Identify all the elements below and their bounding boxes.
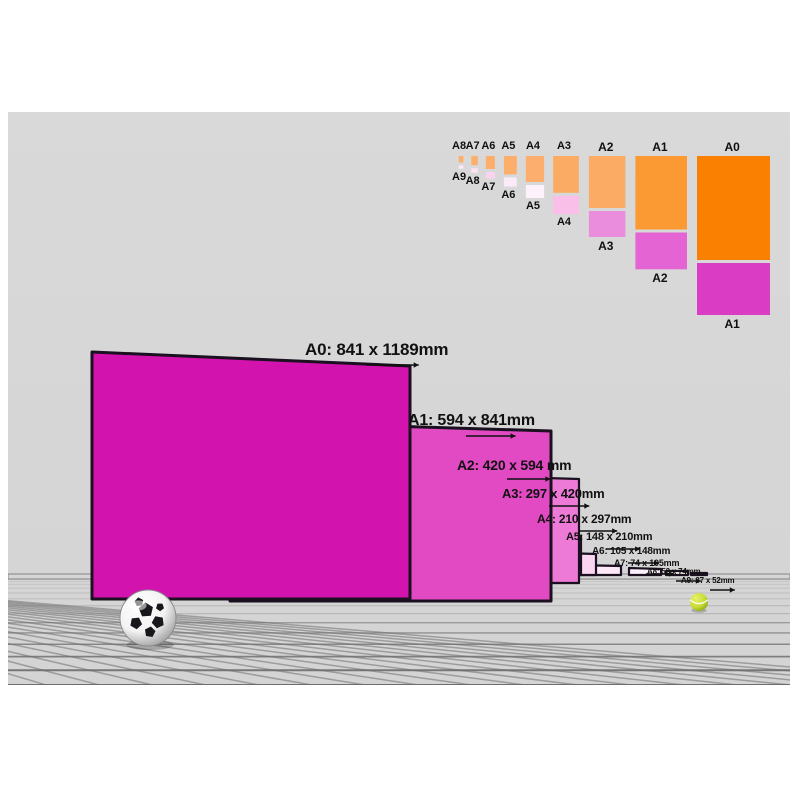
sheet-dimension-label-a3: A3: 297 x 420mm [502,486,605,501]
dimension-arrow-a0 [366,362,419,368]
mini-landscape-a5 [525,185,545,198]
floor-line-vanishing [8,603,790,681]
mini-landscape-a2 [635,232,687,270]
sheet-dimension-label-a4: A4: 210 x 297mm [537,512,632,526]
soccer-ball-patch [145,626,156,637]
sheet-dimension-label-a8: A8: 52 x 74mm [647,567,701,576]
floor-line-vanishing [8,613,584,685]
mini-bottom-label-a8: A8 [465,174,480,187]
mini-top-label-a7: A7 [465,140,480,152]
dimension-arrow-a2 [507,475,551,482]
tennis-ball [690,593,708,611]
mini-portrait-a5 [503,156,517,175]
mini-portrait-a3 [553,156,579,193]
dimension-arrow-a5 [605,546,640,552]
soccer-ball-patch [156,603,164,612]
sheet-dimension-label-a2: A2: 420 x 594 mm [457,457,572,473]
dimension-arrow-a3 [548,503,590,510]
mini-landscape-a7 [485,172,495,179]
mini-top-label-a3: A3 [556,140,572,152]
mini-landscape-a9 [458,165,464,169]
mini-portrait-a8 [458,156,464,163]
sheet-dimension-label-a7: A7: 74 x 105mm [614,558,680,568]
mini-landscape-a4 [553,195,579,215]
floor-line-vanishing [8,602,790,676]
floor-line-vanishing [8,642,210,685]
mini-bottom-label-a2: A2 [652,271,668,286]
sheet-dimension-label-a9: A9: 37 x 52mm [681,576,735,585]
mini-top-label-a4: A4 [525,140,540,152]
mini-portrait-a4 [525,156,545,182]
mini-bottom-label-a4: A4 [556,216,572,229]
floor-line-vanishing [8,605,790,685]
floor-line-vanishing [8,609,692,685]
sheet-dimension-label-a5: A5: 148 x 210mm [566,531,653,543]
mini-top-label-a6: A6 [481,140,496,152]
mini-bottom-label-a3: A3 [598,239,614,253]
mini-bottom-label-a6: A6 [501,188,516,201]
paper-sheet-a9 [689,571,709,577]
floor-line-vanishing [8,619,477,685]
floor-line-vanishing [8,636,263,685]
soccer-ball-patch [151,616,164,629]
dimension-arrow-a6 [628,559,659,566]
mini-landscape-a3 [588,211,626,237]
mini-portrait-a1 [635,156,687,230]
floor-line-vanishing [8,600,790,668]
dimension-arrow-a4 [580,528,618,534]
soccer-ball-patch [130,617,143,630]
mini-nested-diagram [458,156,770,315]
mini-bottom-label-a9: A9 [452,170,467,183]
mini-landscape-a1 [697,263,770,315]
dimension-arrow-a9 [709,587,735,594]
floor-line-vanishing [8,630,317,685]
mini-top-label-a1: A1 [652,140,668,154]
sheet-dimension-label-a1: A1: 594 x 841mm [408,412,535,429]
mini-bottom-label-a7: A7 [481,180,496,193]
dimension-arrow-a7 [646,570,675,577]
mini-top-label-a0: A0 [724,140,740,154]
paper-sheets-group [90,350,709,651]
mini-top-label-a5: A5 [501,140,516,152]
mini-landscape-a8 [471,168,478,173]
mini-landscape-a6 [503,177,517,187]
floor-line-vanishing [8,601,790,672]
paper-sheet-a0 [90,350,412,601]
mini-portrait-a2 [588,156,626,208]
mini-portrait-a0 [697,156,770,260]
floor-line-vanishing [8,616,531,685]
floor-line-vanishing [8,607,745,685]
dimension-arrow-a8 [675,578,701,585]
mini-portrait-a7 [471,156,478,166]
floor-line-vanishing [8,626,370,685]
mini-top-label-a8: A8 [452,140,467,152]
dimension-arrow-a1 [465,433,516,439]
illustration-canvas: A0: 841 x 1189mm A1: 594 x 841mm A2: 420 x… [8,112,790,685]
floor-line-vanishing [8,622,424,685]
floor-line-vanishing [8,611,638,685]
tennis-ball-seam [689,599,709,605]
sheet-dimension-label-a0: A0: 841 x 1189mm [305,340,449,359]
mini-portrait-a6 [485,156,495,169]
mini-bottom-label-a1: A1 [724,317,740,331]
mini-bottom-label-a5: A5 [525,200,540,212]
sheet-dimension-label-a6: A6: 105 x 148mm [592,546,671,557]
mini-top-label-a2: A2 [598,140,614,154]
